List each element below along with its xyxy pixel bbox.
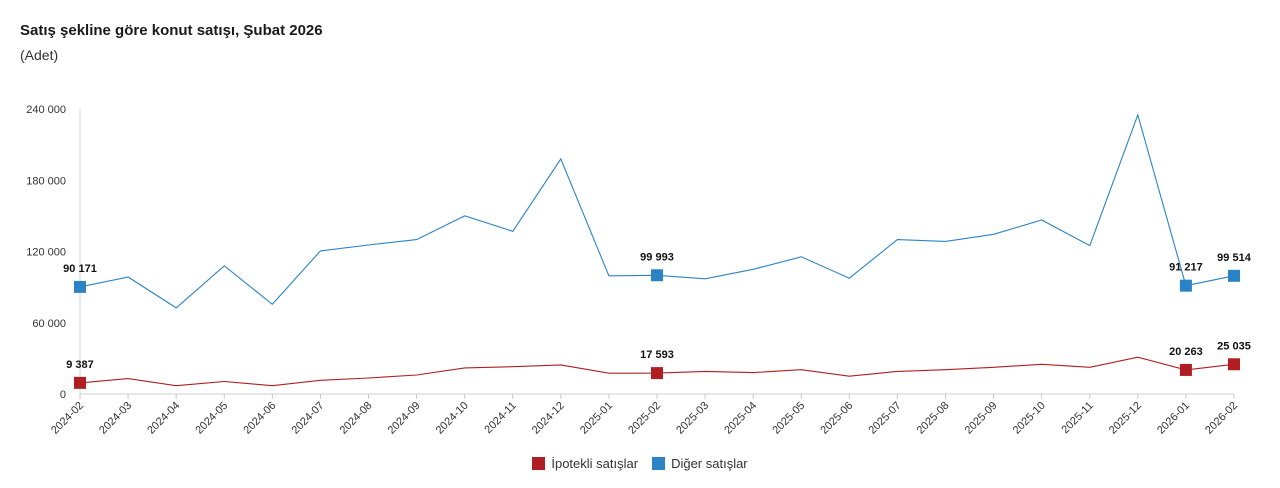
x-tick-label: 2026-01 <box>1155 400 1192 437</box>
x-tick-label: 2024-05 <box>193 400 230 437</box>
chart-subtitle: (Adet) <box>20 47 59 63</box>
data-label: 25 035 <box>1217 340 1251 352</box>
data-label: 20 263 <box>1169 346 1203 358</box>
legend-item-ipotekli[interactable]: İpotekli satışlar <box>532 456 638 471</box>
legend-item-diger[interactable]: Diğer satışlar <box>652 456 748 471</box>
data-label: 99 514 <box>1217 252 1252 264</box>
data-label: 17 593 <box>640 349 674 361</box>
data-label: 9 387 <box>66 359 94 371</box>
legend-label-ipotekli: İpotekli satışlar <box>551 456 639 471</box>
data-point-marker <box>651 367 663 380</box>
data-point-marker <box>1179 279 1192 292</box>
x-tick-label: 2025-09 <box>963 400 1000 437</box>
chart-markers <box>74 269 1240 389</box>
x-tick-label: 2025-01 <box>578 400 615 437</box>
data-label: 99 993 <box>640 251 674 263</box>
x-tick-label: 2024-07 <box>290 400 327 437</box>
legend-swatch-diger <box>652 457 666 470</box>
x-tick-label: 2025-03 <box>674 400 711 437</box>
x-tick-label: 2024-03 <box>97 400 134 437</box>
chart-title: Satış şekline göre konut satışı, Şubat 2… <box>20 22 323 39</box>
data-label: 90 171 <box>63 263 97 275</box>
legend-swatch-ipotekli <box>532 457 546 470</box>
x-tick-label: 2025-10 <box>1011 400 1048 437</box>
data-label: 91 217 <box>1169 262 1203 274</box>
data-point-marker <box>1228 358 1240 371</box>
legend-label-diger: Diğer satışlar <box>671 456 748 471</box>
x-tick-label: 2025-11 <box>1059 400 1095 436</box>
y-tick-label: 180 000 <box>26 175 66 187</box>
x-tick-label: 2024-02 <box>49 400 86 437</box>
x-tick-label: 2025-05 <box>770 400 807 437</box>
x-tick-label: 2025-02 <box>626 400 663 437</box>
x-tick-label: 2024-11 <box>482 400 518 436</box>
y-tick-label: 240 000 <box>26 104 66 116</box>
x-tick-label: 2024-06 <box>241 400 278 437</box>
data-point-marker <box>1228 269 1240 282</box>
x-tick-label: 2024-10 <box>434 400 471 437</box>
chart-legend: İpotekli satışlar Diğer satışlar <box>0 456 1280 471</box>
data-point-marker <box>74 376 86 389</box>
x-tick-label: 2025-12 <box>1107 400 1144 437</box>
data-point-marker <box>1179 363 1192 376</box>
y-tick-label: 0 <box>60 389 66 401</box>
x-tick-label: 2025-04 <box>722 400 759 437</box>
chart-axes: 0 60 000 120 000 180 000 240 000 2024-02 2024-… <box>26 104 1240 437</box>
x-tick-label: 2024-12 <box>530 400 567 437</box>
x-tick-label: 2026-02 <box>1203 400 1240 437</box>
x-tick-label: 2024-08 <box>338 400 375 437</box>
x-tick-label: 2024-09 <box>386 400 423 437</box>
line-chart: 0 60 000 120 000 180 000 240 000 2024-02 2024-… <box>26 104 1252 437</box>
x-tick-label: 2024-04 <box>145 400 182 437</box>
data-point-marker <box>74 280 86 293</box>
x-tick-label: 2025-06 <box>818 400 855 437</box>
data-point-marker <box>651 269 663 282</box>
y-tick-label: 120 000 <box>26 247 66 259</box>
x-tick-label: 2025-08 <box>915 400 952 437</box>
chart-data-labels: 9 387 17 593 20 263 25 035 90 171 99 993 91 21… <box>63 251 1252 371</box>
y-tick-label: 60 000 <box>32 318 66 330</box>
x-tick-label: 2025-07 <box>867 400 904 437</box>
